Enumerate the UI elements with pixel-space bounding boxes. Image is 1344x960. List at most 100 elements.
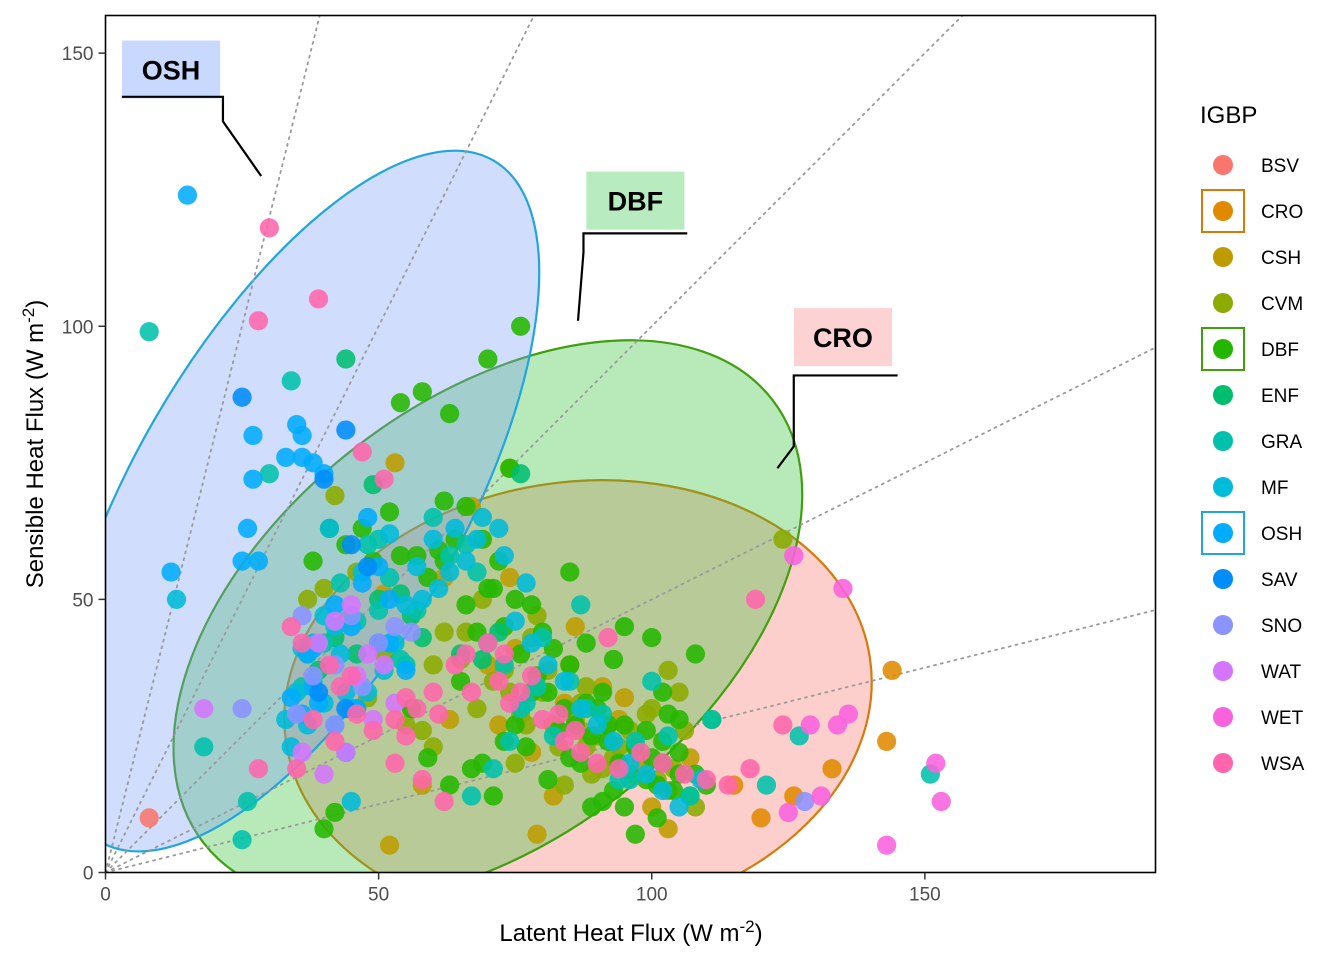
legend-key-dot: [1213, 523, 1233, 543]
group-callouts: OSH DBF CRO: [121, 40, 898, 469]
point-csh: [379, 835, 400, 855]
point-osh: [243, 469, 263, 489]
legend-key-dot: [1213, 753, 1233, 773]
point-wsa: [407, 699, 427, 719]
point-wsa: [330, 677, 350, 697]
legend-key-dot: [1213, 293, 1233, 313]
point-wsa: [248, 759, 269, 779]
point-wat: [341, 595, 361, 615]
point-dbf: [390, 393, 411, 413]
point-wet: [784, 546, 804, 566]
point-dbf: [538, 770, 558, 790]
point-wsa: [429, 704, 449, 724]
point-cro: [822, 759, 842, 779]
callout-box: [793, 308, 892, 367]
point-wat: [374, 655, 394, 675]
point-gra: [330, 573, 350, 593]
point-gra: [194, 737, 214, 757]
reference-line: [105, 15, 964, 873]
y-tick-label: 50: [72, 590, 93, 611]
point-gra: [756, 775, 777, 795]
point-mf: [407, 557, 427, 577]
point-wat: [292, 742, 312, 762]
point-mf: [440, 562, 460, 582]
point-cvm: [298, 589, 318, 609]
point-osh: [281, 688, 301, 708]
legend-item-bsv: BSV: [1213, 155, 1299, 177]
point-wsa: [740, 759, 760, 779]
legend-item-cvm: CVM: [1213, 293, 1303, 315]
point-wsa: [396, 726, 416, 746]
legend-item-mf: MF: [1213, 477, 1288, 499]
point-dbf: [685, 644, 706, 664]
point-mf: [429, 578, 449, 599]
point-cro: [877, 731, 897, 752]
point-dbf: [390, 546, 411, 566]
point-wsa: [287, 759, 307, 779]
legend-key-dot: [1213, 477, 1233, 497]
reference-line: [105, 347, 1156, 873]
point-cvm: [325, 485, 345, 506]
point-wsa: [718, 775, 738, 795]
axis-ticks: 0 50 100 150 0 50 100 150: [62, 44, 941, 905]
point-gra: [440, 546, 460, 566]
callout-leader: [776, 374, 898, 469]
point-wet: [926, 753, 946, 773]
point-osh: [292, 425, 312, 446]
legend-item-sav: SAV: [1213, 569, 1298, 591]
point-wsa: [423, 682, 443, 702]
point-cvm: [505, 753, 525, 773]
point-csh: [489, 715, 509, 735]
legend-label: OSH: [1261, 524, 1302, 545]
point-wat: [325, 611, 345, 631]
point-dbf: [560, 562, 580, 582]
point-mf: [636, 764, 656, 784]
point-gra: [237, 791, 258, 812]
point-wsa: [745, 589, 766, 609]
point-csh: [500, 567, 520, 588]
legend-item-wsa: WSA: [1213, 753, 1305, 775]
point-wsa: [653, 753, 673, 773]
point-wsa: [674, 764, 695, 784]
callout-box: [122, 40, 221, 99]
point-dbf: [314, 819, 334, 839]
point-dbf: [576, 633, 596, 653]
point-wsa: [456, 644, 476, 664]
point-dbf: [379, 502, 400, 522]
point-mf: [319, 518, 340, 538]
point-mf: [467, 529, 487, 549]
x-axis-title: Latent Heat Flux (W m-2): [499, 917, 762, 947]
point-wsa: [609, 759, 629, 779]
point-sno: [325, 715, 345, 735]
point-wet: [811, 786, 831, 806]
legend-label: SNO: [1261, 616, 1302, 637]
point-mf: [571, 699, 591, 719]
legend-item-osh: OSH: [1201, 511, 1302, 555]
callout-box: [586, 171, 685, 230]
point-mf: [445, 518, 465, 538]
point-mf: [653, 780, 673, 801]
point-sno: [287, 704, 307, 724]
point-wsa: [248, 311, 269, 331]
point-wsa: [352, 442, 372, 462]
legend-key-dot: [1213, 247, 1233, 267]
legend-item-wat: WAT: [1213, 661, 1301, 683]
callout-dbf: DBF: [576, 171, 688, 321]
point-wsa: [521, 666, 542, 686]
point-osh: [232, 551, 252, 571]
point-dbf: [560, 655, 580, 675]
legend-key-box: [1201, 189, 1245, 233]
point-dbf: [592, 682, 613, 702]
point-wsa: [773, 715, 793, 735]
point-wsa: [434, 791, 454, 812]
point-dbf: [614, 715, 635, 735]
point-mf: [472, 507, 493, 528]
point-wsa: [412, 770, 432, 790]
legend-label: CRO: [1261, 202, 1303, 223]
point-sav: [336, 420, 356, 440]
point-mf: [538, 655, 558, 675]
point-cvm: [423, 655, 443, 675]
point-wat: [358, 644, 378, 664]
point-dbf: [483, 786, 503, 806]
point-dbf: [505, 715, 525, 735]
